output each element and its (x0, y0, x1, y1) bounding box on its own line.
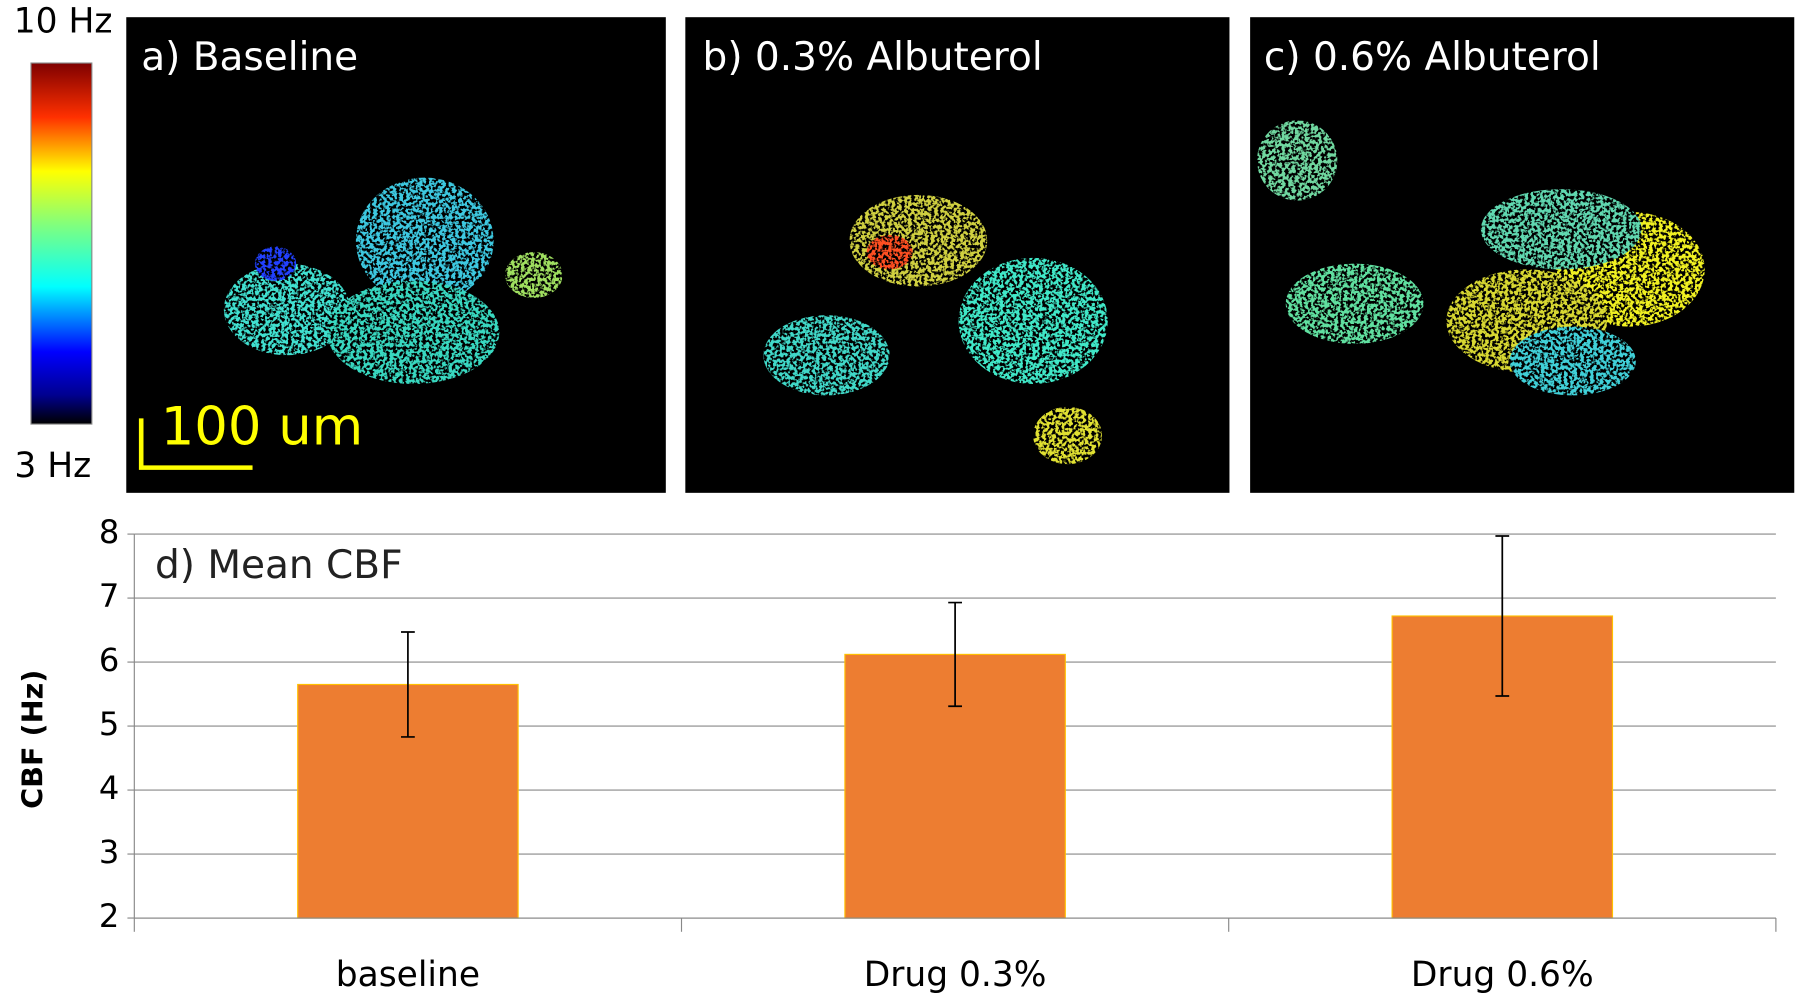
y-tick-label: 8 (99, 513, 119, 551)
x-tick-label: baseline (336, 955, 480, 995)
y-tick-label: 6 (99, 641, 119, 679)
error-bar (1495, 535, 1510, 697)
y-tick-label: 3 (99, 833, 119, 871)
chart-title: d) Mean CBF (155, 543, 403, 588)
error-bar (948, 601, 962, 708)
colorbar-max-label: 10 Hz (14, 1, 113, 41)
x-tick-label: Drug 0.6% (1411, 955, 1594, 995)
y-tick-label: 4 (99, 769, 119, 807)
scale-bar (138, 418, 253, 470)
scale-bar-label: 100 um (161, 396, 363, 457)
y-axis-label: CBF (Hz) (15, 670, 49, 809)
y-tick-label: 2 (99, 897, 119, 935)
cilia-map (223, 120, 1705, 465)
panel-label: b) 0.3% Albuterol (703, 35, 1043, 80)
error-bar (401, 631, 415, 738)
y-tick-label: 5 (99, 705, 119, 743)
colorbar (30, 62, 93, 425)
panel-label: a) Baseline (141, 35, 358, 80)
panel-label: c) 0.6% Albuterol (1264, 35, 1601, 80)
x-tick-label: Drug 0.3% (864, 955, 1047, 995)
y-tick-label: 7 (99, 577, 119, 615)
colorbar-min-label: 3 Hz (14, 446, 91, 486)
